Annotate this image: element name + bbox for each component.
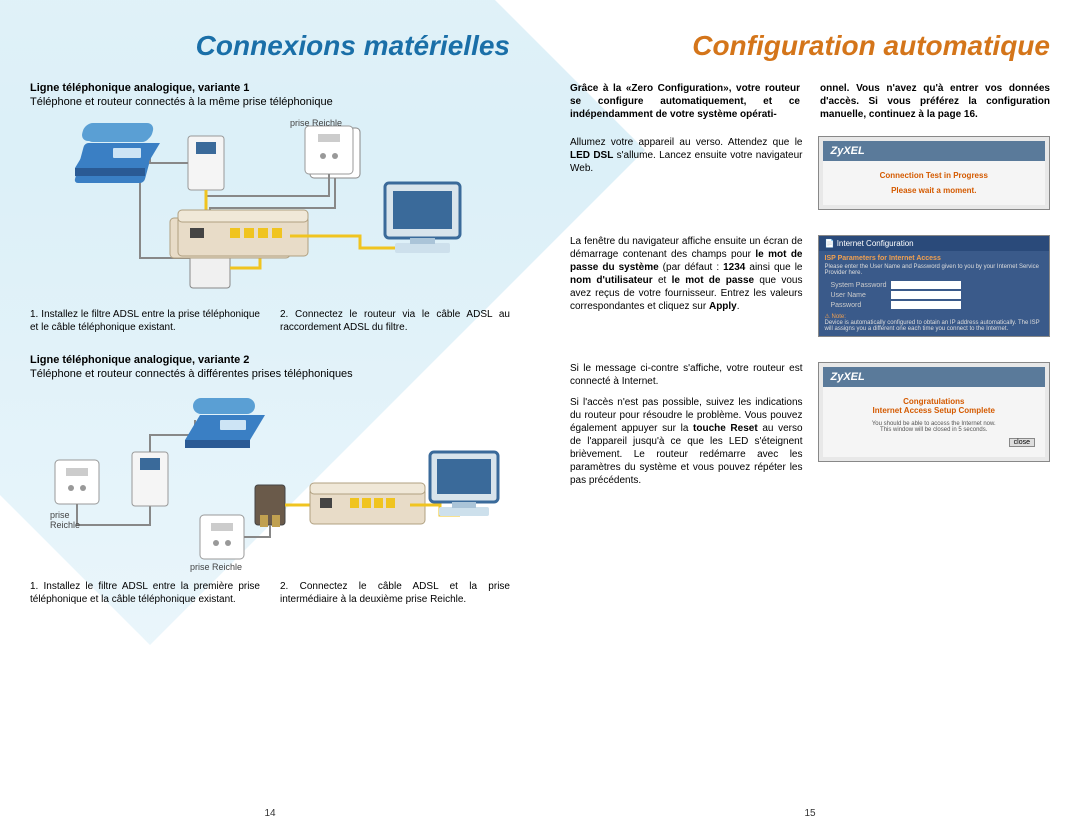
box1-msg: Please wait a moment. [833,186,1036,195]
s2k: . [737,301,740,312]
zyxel-brand-3: ZyXEL [823,367,1046,387]
step3-p1: Si le message ci-contre s'affiche, votre… [570,362,803,388]
box1-title: Connection Test in Progress [833,171,1036,180]
variant1-steps: 1. Installez le filtre ADSL entre la pri… [30,308,510,334]
box2-sub: ISP Parameters for Internet Access [825,255,1044,262]
diagram2-svg [30,390,510,570]
caption-socket1-v2: prise Reichle [50,510,80,530]
box3-congrats: Congratulations [833,397,1036,406]
variant2-heading: Ligne téléphonique analogique, variante … [30,354,510,366]
box2-field-user: User Name [825,290,1044,300]
box2-note-text: Device is automatically configured to ob… [825,320,1044,332]
zyxel-brand-1: ZyXEL [823,141,1046,161]
variant1-step2: 2. Connectez le routeur via le câble ADS… [280,308,510,334]
step3-screenshot: ZyXEL Congratulations Internet Access Se… [818,362,1051,462]
box3-complete: Internet Access Setup Complete [833,406,1036,415]
step1-bold: LED DSL [570,150,613,161]
box2-title: Internet Configuration [837,239,914,248]
s2h: le mot de passe [672,275,755,286]
close-button[interactable]: close [1009,438,1035,447]
variant1-step1: 1. Installez le filtre ADSL entre la pri… [30,308,260,334]
variant2-diagram: prise Reichle prise Reichle [30,390,510,570]
step2-row: La fenêtre du navigateur affiche ensuite… [570,235,1050,337]
step2-text: La fenêtre du navigateur affiche ensuite… [570,235,803,313]
variant2-step1: 1. Installez le filtre ADSL entre la pre… [30,580,260,606]
variant2-sub: Téléphone et routeur connectés à différe… [30,368,510,380]
title-connexions: Connexions matérielles [30,30,510,62]
step1-screenshot: ZyXEL Connection Test in Progress Please… [818,136,1051,210]
box2-hint: Please enter the User Name and Password … [825,264,1044,276]
intro-text: Grâce à la «Zero Configuration», votre r… [570,82,1050,121]
password-input[interactable] [891,301,961,309]
s2e: ainsi que le [745,262,802,273]
page-number-right: 15 [804,808,815,819]
s2d: 1234 [723,262,745,273]
variant1-diagram: ADSL [30,118,510,298]
step3-text: Si le message ci-contre s'affiche, votre… [570,362,803,487]
s2j: Apply [709,301,737,312]
variant1-block: Ligne téléphonique analogique, variante … [30,82,510,334]
step3-row: Si le message ci-contre s'affiche, votre… [570,362,1050,487]
page-number-left: 14 [264,808,275,819]
step2-screenshot: 📄 Internet Configuration ISP Parameters … [818,235,1051,337]
variant2-steps: 1. Installez le filtre ADSL entre la pre… [30,580,510,606]
step1-row: Allumez votre appareil au verso. Attende… [570,136,1050,210]
step1-pre: Allumez votre appareil au verso. Attende… [570,137,803,148]
box3-msg: You should be able to access the Interne… [833,421,1036,433]
caption-socket2-v2: prise Reichle [190,562,242,572]
intro-col2: onnel. Vous n'avez qu'à entrer vos donné… [820,82,1050,121]
step3-p2: Si l'accès n'est pas possible, suivez le… [570,396,803,487]
page-right: Configuration automatique Grâce à la «Ze… [540,0,1080,827]
s3b: touche Reset [693,423,758,434]
variant2-step2: 2. Connectez le câble ADSL et la prise i… [280,580,510,606]
s2g: et [653,275,672,286]
s2f: nom d'utilisateur [570,275,653,286]
intro-col1: Grâce à la «Zero Configuration», votre r… [570,82,800,121]
page-left: Connexions matérielles Ligne téléphoniqu… [0,0,540,827]
box2-field-syspass: System Password [825,280,1044,290]
variant1-heading: Ligne téléphonique analogique, variante … [30,82,510,94]
caption-socket-v1: prise Reichle [290,118,342,128]
diagram1-svg-main [30,118,510,298]
username-input[interactable] [891,291,961,299]
s2c: (par défaut : [659,262,723,273]
system-password-input[interactable] [891,281,961,289]
step1-text: Allumez votre appareil au verso. Attende… [570,136,803,175]
box2-field-pass: Password [825,300,1044,310]
title-configuration: Configuration automatique [570,30,1050,62]
variant1-sub: Téléphone et routeur connectés à la même… [30,96,510,108]
variant2-block: Ligne téléphonique analogique, variante … [30,354,510,606]
